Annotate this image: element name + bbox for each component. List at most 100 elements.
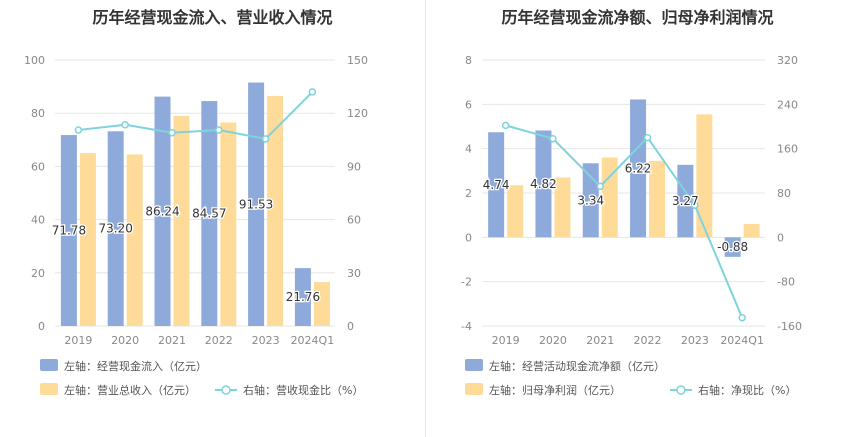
bar-data-label: 73.20 (99, 222, 133, 236)
legend-swatch-bar2 (40, 383, 58, 395)
bar-data-label: 3.34 (577, 193, 604, 207)
bar-series2 (79, 153, 96, 326)
left-axis-tick-label: 20 (31, 267, 45, 280)
line-point (168, 128, 176, 137)
line-point (121, 120, 129, 129)
line-point (74, 126, 83, 134)
chart-title: 历年经营现金流净额、归母净利润情况 (501, 8, 774, 27)
x-axis-tick-label: 2020 (111, 334, 139, 347)
line-point (549, 134, 557, 143)
right-axis-tick-label: 160 (777, 143, 798, 156)
bar-series1 (248, 82, 265, 326)
left-axis-tick-label: 4 (465, 143, 472, 156)
legend-label-bar2: 左轴：归母净利润（亿元） (489, 383, 621, 397)
legend-swatch-line-point (676, 385, 686, 395)
x-axis-tick-label: 2023 (252, 334, 280, 347)
bar-series1 (154, 96, 171, 327)
line-series (78, 91, 314, 140)
line-point (501, 121, 510, 130)
right-axis-tick-label: 80 (777, 187, 791, 200)
x-axis-tick-label: 2021 (586, 334, 614, 347)
bar-series1 (630, 99, 647, 238)
bar-data-label: 84.57 (192, 207, 226, 221)
line-point (215, 126, 223, 134)
bar-data-label: 21.76 (286, 290, 320, 304)
line-point (308, 88, 317, 96)
right-axis-tick-label: 0 (347, 320, 354, 333)
bar-series2 (601, 157, 618, 238)
chart-svg: 100 150 80 120 60 90 40 60 20 30 0 0 2019 2020 2021 202… (24, 54, 368, 397)
bar-data-label: 91.53 (239, 197, 273, 211)
chart-panel-cashflow-revenue: 历年经营现金流入、营业收入情况 100 150 80 120 60 90 40 60 20 30 0… (24, 8, 368, 397)
legend-swatch-bar2 (465, 383, 483, 395)
left-axis-tick-label: 60 (31, 160, 45, 173)
panel-divider (425, 0, 426, 437)
legend-label-line: 右轴：净现比（%） (698, 383, 796, 397)
x-axis-tick-label: 2022 (205, 334, 233, 347)
bar-series2 (554, 177, 571, 238)
right-axis-tick-label: 30 (347, 267, 361, 280)
right-axis-tick-label: 240 (777, 98, 798, 111)
chart-title: 历年经营现金流入、营业收入情况 (92, 8, 333, 27)
bar-series1 (488, 132, 505, 238)
left-axis-tick-label: 80 (31, 107, 45, 120)
bar-series1 (535, 130, 552, 238)
left-axis-tick-label: -4 (461, 320, 472, 333)
x-axis-tick-label: 2019 (492, 334, 520, 347)
bar-data-label: 71.78 (52, 224, 86, 238)
line-point (261, 135, 270, 143)
legend-label-line: 右轴：营收现金比（%） (243, 383, 363, 397)
bar-series2 (743, 224, 760, 238)
bar-series1 (201, 101, 218, 327)
bar-data-label: -0.88 (717, 240, 748, 254)
bar-series2 (173, 115, 190, 326)
chart-svg: 8 320 6 240 4 160 2 80 0 0 -2 -80 -4 -160 2019 2020 2021… (461, 54, 802, 397)
right-axis-tick-label: -80 (777, 276, 795, 289)
legend-label-bar1: 左轴：经营现金流入（亿元） (64, 359, 207, 373)
bar-series1 (724, 237, 741, 257)
bar-series1 (107, 131, 124, 326)
bar-data-label: 86.24 (145, 204, 179, 218)
legend-swatch-bar1 (40, 359, 58, 371)
right-axis-tick-label: 0 (777, 231, 784, 244)
left-axis-tick-label: 40 (31, 214, 45, 227)
line-point (643, 133, 652, 142)
legend-label-bar1: 左轴：经营活动现金流净额（亿元） (489, 359, 665, 373)
legend-swatch-line-point (221, 385, 231, 395)
right-axis-tick-label: 60 (347, 214, 361, 227)
bar-series2 (267, 95, 284, 326)
line-point (596, 182, 604, 191)
right-axis-tick-label: 90 (347, 160, 361, 173)
bar-data-label: 4.82 (530, 177, 557, 191)
bar-data-label: 3.27 (672, 194, 699, 208)
x-axis-tick-label: 2020 (539, 334, 567, 347)
right-axis-tick-label: 150 (347, 54, 368, 67)
line-point (691, 201, 699, 209)
bar-series2 (649, 160, 666, 238)
bar-series1 (294, 268, 311, 326)
right-axis-tick-label: 120 (347, 107, 368, 120)
legend-swatch-bar1 (465, 359, 483, 371)
line-point (738, 313, 746, 322)
x-axis-tick-label: 2021 (158, 334, 186, 347)
bar-series2 (313, 282, 330, 326)
chart-panel-netcash-profit: 历年经营现金流净额、归母净利润情况 8 320 6 240 4 160 2 80 0 0 -2 -80… (425, 0, 850, 437)
bar-series2 (126, 154, 143, 326)
bar-series1 (60, 135, 77, 326)
x-axis-tick-label: 2024Q1 (720, 334, 764, 347)
left-axis-tick-label: 0 (38, 320, 45, 333)
left-axis-tick-label: 2 (465, 187, 472, 200)
left-axis-tick-label: 6 (465, 98, 472, 111)
left-axis-tick-label: 100 (24, 54, 45, 67)
bar-data-label: 4.74 (483, 178, 510, 192)
left-axis-tick-label: 8 (465, 54, 472, 67)
legend-label-bar2: 左轴：营业总收入（亿元） (64, 383, 196, 397)
x-axis-tick-label: 2023 (681, 334, 709, 347)
right-axis-tick-label: -160 (777, 320, 802, 333)
x-axis-tick-label: 2019 (64, 334, 92, 347)
left-axis-tick-label: -2 (461, 276, 472, 289)
left-axis-tick-label: 0 (465, 231, 472, 244)
bar-series1 (677, 164, 694, 238)
bar-series2 (696, 114, 713, 238)
bar-data-label: 6.22 (625, 161, 652, 175)
